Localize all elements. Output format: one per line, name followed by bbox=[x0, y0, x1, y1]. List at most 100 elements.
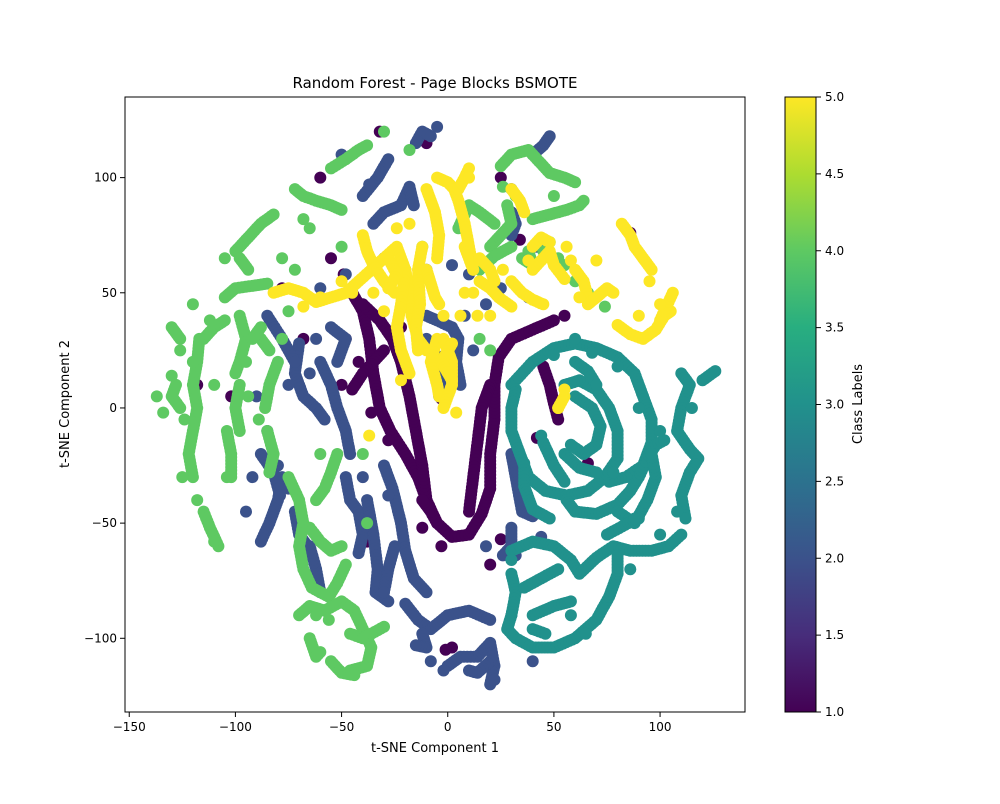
scatter-point bbox=[522, 254, 535, 267]
x-tick-label: −50 bbox=[329, 720, 354, 734]
scatter-point bbox=[254, 535, 267, 548]
chart-title: Random Forest - Page Blocks BSMOTE bbox=[292, 74, 577, 92]
scatter-point bbox=[276, 332, 289, 345]
x-axis: −150 −100 −50 0 50 100 bbox=[113, 712, 672, 734]
scatter-point bbox=[367, 286, 380, 299]
colorbar-tick-label: 2.5 bbox=[825, 474, 844, 488]
scatter-point bbox=[318, 413, 331, 426]
scatter-point bbox=[303, 222, 316, 235]
y-tick-label: 100 bbox=[94, 171, 117, 185]
scatter-point bbox=[303, 540, 316, 553]
scatter-point bbox=[378, 620, 390, 633]
x-tick-label: 100 bbox=[649, 720, 672, 734]
plot-area bbox=[150, 120, 722, 691]
scatter-point bbox=[547, 314, 560, 327]
scatter-point bbox=[543, 512, 556, 525]
scatter-point bbox=[611, 360, 624, 373]
scatter-point bbox=[297, 213, 310, 226]
scatter-point bbox=[458, 286, 471, 299]
scatter-point bbox=[488, 275, 501, 288]
colorbar-tick-label: 1.0 bbox=[825, 705, 844, 719]
scatter-point bbox=[361, 139, 374, 152]
colorbar-label: Class Labels bbox=[851, 364, 866, 444]
scatter-point bbox=[632, 402, 645, 414]
scatter-point bbox=[157, 406, 170, 419]
scatter-point bbox=[607, 286, 620, 299]
scatter-point bbox=[282, 378, 295, 391]
x-axis-label: t-SNE Component 1 bbox=[371, 741, 499, 756]
scatter-point bbox=[382, 489, 395, 502]
scatter-point bbox=[463, 171, 475, 184]
scatter-point bbox=[174, 402, 187, 414]
scatter-point bbox=[276, 252, 289, 265]
scatter-point bbox=[403, 217, 416, 230]
scatter-point bbox=[526, 655, 539, 668]
scatter-point bbox=[314, 291, 327, 304]
scatter-point bbox=[480, 298, 492, 311]
scatter-point bbox=[378, 586, 390, 599]
scatter-point bbox=[569, 176, 582, 189]
scatter-point bbox=[335, 203, 348, 216]
scatter-point bbox=[666, 286, 679, 299]
scatter-point bbox=[433, 298, 446, 311]
scatter-point bbox=[382, 153, 395, 166]
scatter-point bbox=[611, 549, 624, 562]
scatter-point bbox=[467, 263, 480, 276]
colorbar-tick-label: 3.5 bbox=[825, 321, 844, 335]
scatter-point bbox=[220, 471, 233, 484]
scatter-point bbox=[297, 300, 310, 313]
scatter-point bbox=[590, 378, 603, 391]
y-axis-label: t-SNE Component 2 bbox=[58, 340, 73, 468]
scatter-point bbox=[363, 429, 376, 442]
scatter-point bbox=[250, 390, 263, 403]
scatter-point bbox=[288, 263, 301, 276]
scatter-point bbox=[463, 505, 475, 518]
scatter-point bbox=[467, 286, 480, 299]
scatter-point bbox=[412, 344, 424, 357]
x-tick-label: −150 bbox=[113, 720, 146, 734]
scatter-point bbox=[356, 471, 369, 484]
scatter-point bbox=[484, 613, 497, 626]
scatter-point bbox=[407, 199, 420, 212]
scatter-point bbox=[450, 406, 463, 419]
scatter-point bbox=[431, 120, 444, 133]
y-tick-label: −50 bbox=[92, 516, 117, 530]
scatter-point bbox=[378, 125, 390, 138]
scatter-point bbox=[352, 547, 365, 560]
scatter-point bbox=[579, 627, 592, 640]
scatter-point bbox=[484, 558, 497, 571]
scatter-point bbox=[325, 252, 337, 265]
scatter-point bbox=[505, 554, 518, 566]
scatter-point bbox=[208, 535, 221, 548]
scatter-point bbox=[240, 355, 252, 368]
scatter-point bbox=[335, 540, 348, 553]
scatter-point bbox=[176, 471, 189, 484]
scatter-point bbox=[382, 434, 395, 447]
colorbar-tick-label: 4.0 bbox=[825, 244, 844, 258]
scatter-point bbox=[390, 222, 403, 235]
scatter-point bbox=[416, 521, 429, 534]
scatter-point bbox=[590, 254, 603, 267]
scatter-point bbox=[174, 344, 187, 357]
scatter-point bbox=[314, 282, 327, 295]
scatter-point bbox=[263, 466, 276, 479]
scatter-point bbox=[191, 494, 204, 507]
scatter-point bbox=[365, 406, 378, 419]
scatter-point bbox=[446, 259, 458, 272]
scatter-point bbox=[242, 390, 255, 403]
scatter-point bbox=[484, 309, 497, 322]
scatter-point bbox=[420, 586, 433, 599]
scatter-point bbox=[564, 595, 577, 608]
scatter-point bbox=[654, 425, 667, 437]
scatter-point bbox=[435, 540, 448, 553]
scatter-point bbox=[409, 639, 422, 652]
scatter-point bbox=[424, 130, 437, 143]
scatter-point bbox=[654, 528, 667, 541]
scatter-point bbox=[505, 300, 518, 313]
x-tick-label: 50 bbox=[546, 720, 561, 734]
scatter-point bbox=[229, 367, 242, 380]
scatter-point bbox=[218, 252, 231, 265]
scatter-point bbox=[558, 475, 571, 488]
scatter-point bbox=[403, 367, 416, 380]
